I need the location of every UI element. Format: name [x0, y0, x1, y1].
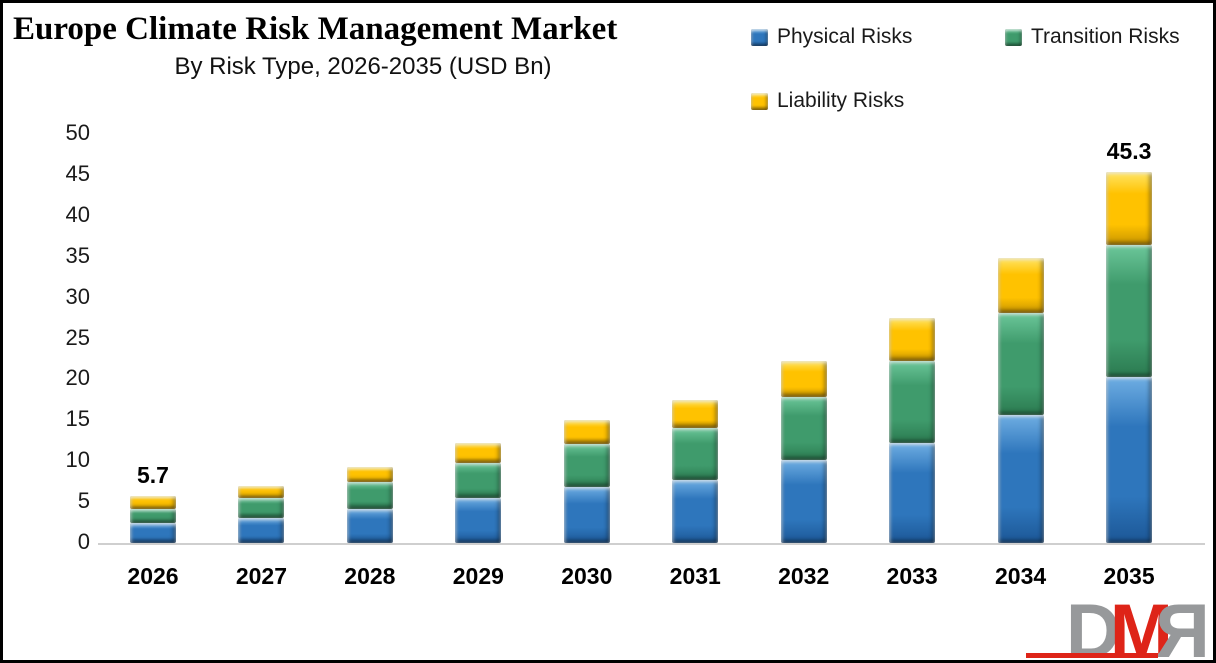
- legend-label: Liability Risks: [777, 89, 905, 112]
- bar-segment-physical-risks-2027: [238, 517, 285, 543]
- x-axis-label-2029: 2029: [452, 563, 504, 589]
- logo-letter-r-mirrored: R: [1166, 589, 1210, 663]
- logo-underline: [1026, 653, 1158, 658]
- x-axis-label-2033: 2033: [886, 563, 938, 589]
- y-axis-tick-label: 45: [65, 160, 90, 186]
- bar-segment-physical-risks-2035: [1106, 376, 1153, 543]
- bar-segment-liability-risks-2035: [1106, 172, 1153, 246]
- bar-segment-transition-risks-2034: [997, 313, 1044, 416]
- bar-segment-physical-risks-2026: [130, 523, 176, 543]
- chart-subtitle: By Risk Type, 2026-2035 (USD Bn): [174, 53, 552, 80]
- bar-segment-physical-risks-2032: [780, 460, 827, 543]
- bar-segment-transition-risks-2032: [780, 396, 827, 461]
- y-axis-tick-label: 30: [65, 283, 90, 309]
- bar-segment-physical-risks-2034: [997, 415, 1044, 543]
- bar-segment-physical-risks-2033: [889, 443, 936, 543]
- bar-segment-liability-risks-2032: [780, 360, 827, 397]
- bar-segment-transition-risks-2029: [455, 462, 502, 498]
- bar-segment-liability-risks-2028: [346, 466, 393, 483]
- bar-segment-liability-risks-2030: [563, 420, 610, 445]
- bar-segment-liability-risks-2034: [997, 258, 1044, 314]
- bar-segment-liability-risks-2026: [130, 496, 176, 509]
- y-axis-tick-label: 10: [65, 447, 90, 473]
- legend-item-liability-risks: Liability Risks: [751, 89, 904, 113]
- x-axis-label-2028: 2028: [344, 563, 396, 589]
- bar-segment-transition-risks-2030: [563, 444, 610, 488]
- liability-risks-swatch-icon: [751, 92, 768, 110]
- y-axis-tick-label: 25: [65, 324, 90, 350]
- bar-segment-liability-risks-2031: [672, 399, 719, 429]
- x-axis-label-2026: 2026: [127, 563, 179, 589]
- bar-segment-transition-risks-2035: [1106, 245, 1153, 377]
- bar-segment-physical-risks-2028: [346, 509, 393, 543]
- y-axis-tick-label: 5: [77, 488, 90, 514]
- legend-label: Physical Risks: [777, 25, 913, 48]
- y-axis-tick-label: 50: [65, 120, 90, 145]
- bar-segment-liability-risks-2027: [238, 485, 285, 498]
- y-axis-tick-label: 35: [65, 242, 90, 268]
- bar-segment-physical-risks-2030: [563, 487, 610, 543]
- bar-segment-physical-risks-2031: [672, 480, 719, 543]
- y-axis-tick-label: 0: [77, 529, 90, 554]
- bar-segment-liability-risks-2029: [455, 443, 502, 463]
- y-axis-tick-label: 40: [65, 201, 90, 227]
- bar-segment-transition-risks-2033: [889, 361, 936, 444]
- bar-total-label-2035: 45.3: [1106, 138, 1152, 165]
- y-axis-tick-label: 20: [65, 365, 90, 391]
- x-axis-label-2032: 2032: [778, 563, 830, 589]
- y-axis-tick-label: 15: [65, 406, 90, 432]
- x-axis-label-2031: 2031: [669, 563, 721, 589]
- bar-segment-transition-risks-2031: [672, 428, 719, 480]
- x-axis-line: [98, 543, 1205, 545]
- legend-item-physical-risks: Physical Risks: [751, 25, 912, 49]
- bar-segment-physical-risks-2029: [455, 498, 502, 543]
- legend-label: Transition Risks: [1031, 25, 1180, 48]
- x-axis-label-2035: 2035: [1103, 563, 1155, 589]
- bar-segment-liability-risks-2033: [889, 318, 936, 362]
- x-axis-label-2030: 2030: [561, 563, 613, 589]
- x-axis-label-2027: 2027: [235, 563, 288, 589]
- bar-total-label-2026: 5.7: [137, 462, 169, 489]
- transition-risks-swatch-icon: [1005, 28, 1022, 46]
- legend-item-transition-risks: Transition Risks: [1005, 25, 1180, 49]
- bar-segment-transition-risks-2027: [238, 498, 285, 518]
- bar-segment-transition-risks-2028: [346, 482, 393, 510]
- dmr-logo: D M R: [1066, 589, 1210, 663]
- chart-title: Europe Climate Risk Management Market: [13, 11, 618, 47]
- x-axis-label-2034: 2034: [995, 563, 1047, 589]
- bar-segment-transition-risks-2026: [130, 508, 176, 524]
- physical-risks-swatch-icon: [751, 28, 768, 46]
